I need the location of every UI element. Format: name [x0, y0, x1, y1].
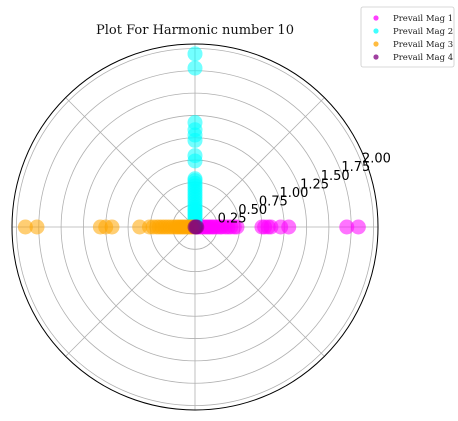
series-3-point-20: [132, 219, 148, 235]
series-1-point-24: [281, 219, 297, 235]
legend-marker-4: [373, 54, 379, 60]
radial-tick-label-4: 1.25: [300, 177, 329, 192]
series-2-point-21: [187, 171, 203, 187]
series-2-point-27: [187, 115, 203, 131]
radial-tick-label-3: 1.00: [279, 186, 308, 201]
legend-frame: [360, 6, 455, 68]
radial-tick-labels: 0.250.500.751.001.251.501.752.00: [218, 152, 391, 227]
series-2-point-28: [187, 60, 203, 76]
legend-label-3: Prevail Mag 3: [393, 40, 453, 50]
series-4-point-2: [189, 219, 205, 235]
angular-gridline-135: [65, 97, 196, 228]
legend: Prevail Mag 1 Prevail Mag 2 Prevail Mag 3 P…: [360, 6, 455, 68]
legend-marker-1: [373, 15, 379, 21]
legend-label-4: Prevail Mag 4: [393, 53, 453, 63]
angular-gridline-315: [194, 226, 325, 357]
series-4: [187, 219, 205, 235]
series-3-point-25: [17, 219, 33, 235]
legend-marker-2: [373, 28, 379, 34]
scatter-points: [17, 46, 366, 235]
radial-tick-label-0: 0.25: [218, 211, 247, 226]
angular-gridline-45: [194, 97, 325, 228]
radial-tick-label-7: 2.00: [362, 152, 391, 167]
legend-label-1: Prevail Mag 1: [393, 14, 453, 24]
series-3: [17, 219, 201, 235]
series-2-point-23: [187, 148, 203, 164]
legend-marker-3: [373, 41, 379, 47]
radial-tick-label-2: 0.75: [259, 194, 288, 209]
radial-tick-label-1: 0.50: [238, 203, 267, 218]
chart-title: Plot For Harmonic number 10: [96, 23, 294, 38]
radial-tick-label-6: 1.75: [341, 160, 370, 175]
series-1-point-26: [350, 219, 366, 235]
series-1-point-18: [229, 219, 245, 235]
series-3-point-23: [92, 219, 108, 235]
series-1-point-25: [339, 219, 355, 235]
series-1: [189, 219, 366, 235]
radial-tick-label-5: 1.50: [321, 169, 350, 184]
polar-frame: [11, 43, 379, 411]
angular-gridline-225: [65, 226, 196, 357]
legend-label-2: Prevail Mag 2: [393, 27, 453, 37]
series-2-point-29: [187, 46, 203, 62]
series-2: [187, 46, 203, 233]
series-3-point-24: [29, 219, 45, 235]
